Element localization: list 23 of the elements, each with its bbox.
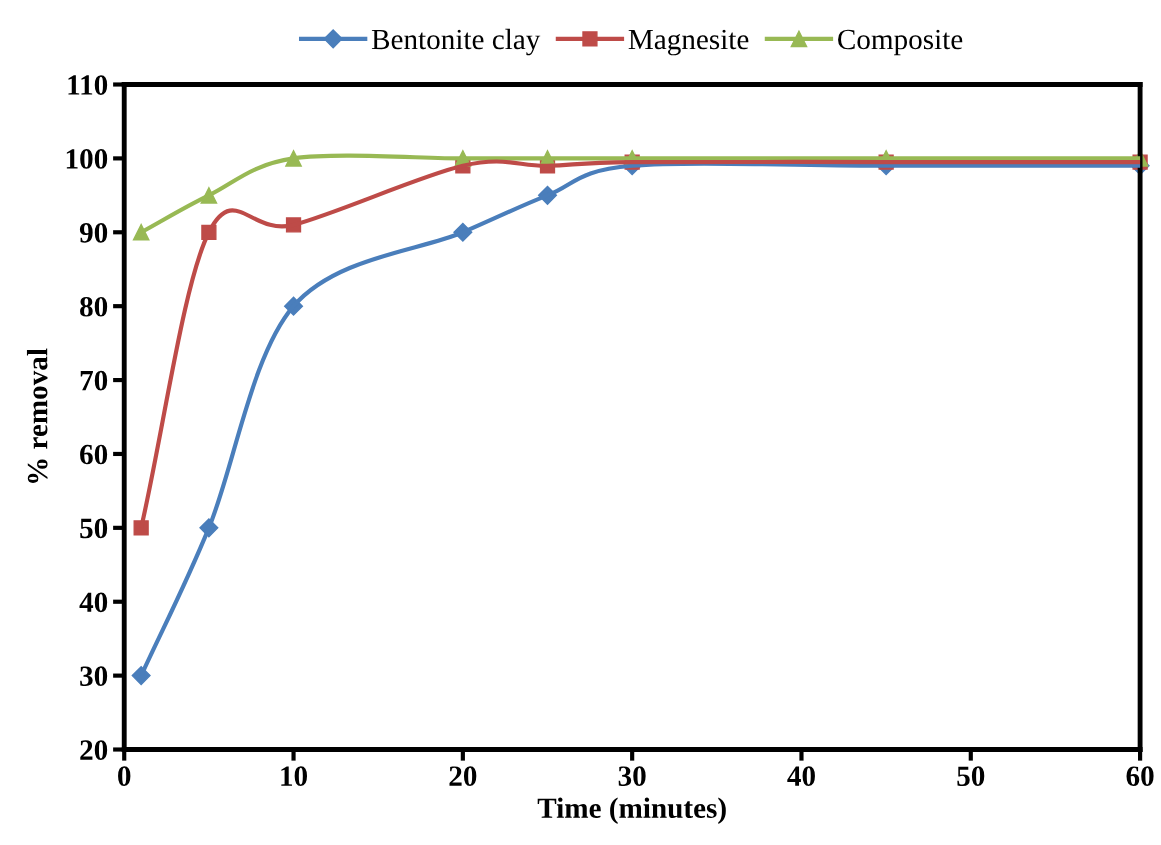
y-tick-label: 20 [80, 740, 108, 760]
legend-label: Bentonite clay [371, 28, 541, 56]
y-tick-label: 50 [80, 518, 108, 539]
y-tick-label: 40 [79, 592, 108, 613]
y-tick-label: 70 [80, 370, 108, 391]
x-tick-label: 20 [449, 766, 477, 787]
y-tick-label: 80 [80, 296, 108, 317]
x-tick-label: 0 [118, 766, 131, 787]
legend-label: Composite [838, 29, 963, 56]
x-tick-label: 50 [957, 766, 985, 787]
y-tick-label: 100 [66, 149, 108, 169]
x-tick-label: 60 [1126, 766, 1154, 787]
y-tick-label: 110 [68, 75, 108, 95]
x-axis-title: Time (minutes) [537, 797, 726, 824]
x-tick-label: 40 [787, 766, 815, 787]
point [132, 223, 150, 241]
y-tick-label: 60 [80, 444, 108, 465]
y-tick-label: 30 [80, 666, 108, 687]
y-tick-label: 90 [79, 223, 108, 243]
legend-label: Magnesite [628, 29, 749, 56]
y-axis-title: % removal [26, 348, 48, 484]
x-tick-label: 10 [281, 766, 308, 787]
x-tick-label: 30 [618, 766, 646, 787]
